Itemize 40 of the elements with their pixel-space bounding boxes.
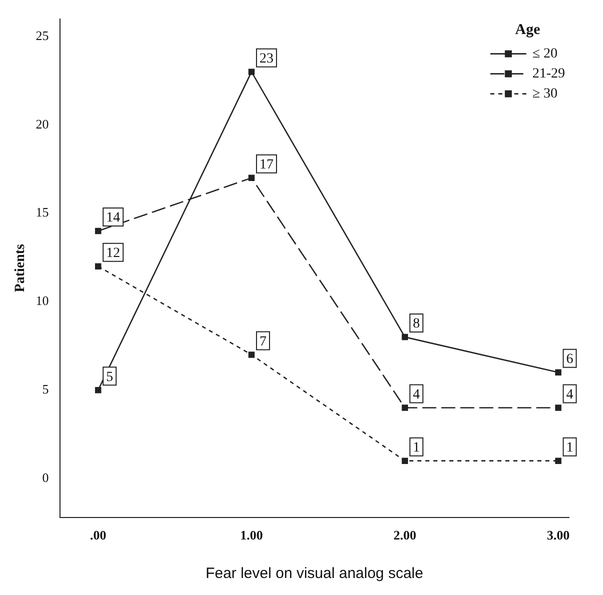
y-tick-label: 25 [36, 28, 49, 43]
y-tick-label: 20 [36, 116, 49, 132]
point [248, 68, 255, 75]
y-tick-label: 5 [42, 382, 49, 397]
point [555, 369, 562, 376]
y-tick-label: 10 [36, 293, 49, 308]
data-label: 1 [566, 440, 574, 456]
legend-label: ≤ 20 [532, 46, 558, 62]
data-label: 8 [412, 316, 420, 332]
data-label: 23 [260, 52, 274, 67]
data-label: 5 [106, 370, 114, 385]
data-label: 4 [566, 387, 574, 402]
x-axis-title: Fear level on visual analog scale [206, 565, 424, 582]
data-label: 12 [106, 246, 120, 262]
data-label: 14 [106, 210, 120, 226]
point [555, 458, 562, 464]
y-tick-label: 15 [36, 204, 49, 220]
x-tick-label: 2.00 [394, 528, 416, 543]
point [95, 263, 102, 270]
y-tick-label: 0 [42, 470, 49, 485]
data-label: 4 [412, 387, 420, 402]
point [402, 404, 408, 411]
point [95, 386, 102, 394]
point [402, 458, 408, 464]
data-label: 17 [260, 158, 274, 173]
point [248, 352, 255, 358]
data-label: 1 [412, 440, 420, 456]
point [248, 174, 255, 182]
point [402, 334, 408, 340]
legend-title: Age [515, 22, 540, 38]
data-label: 6 [566, 352, 574, 368]
legend-label: ≥ 30 [532, 86, 558, 102]
point [95, 228, 102, 234]
x-tick-label: .00 [90, 528, 106, 543]
x-tick-label: 3.00 [546, 528, 570, 543]
legend-label: 21-29 [532, 66, 566, 82]
x-tick-label: 1.00 [240, 528, 263, 543]
y-axis-title: Patients [13, 243, 28, 292]
data-label: 7 [260, 334, 267, 350]
point [555, 404, 562, 411]
